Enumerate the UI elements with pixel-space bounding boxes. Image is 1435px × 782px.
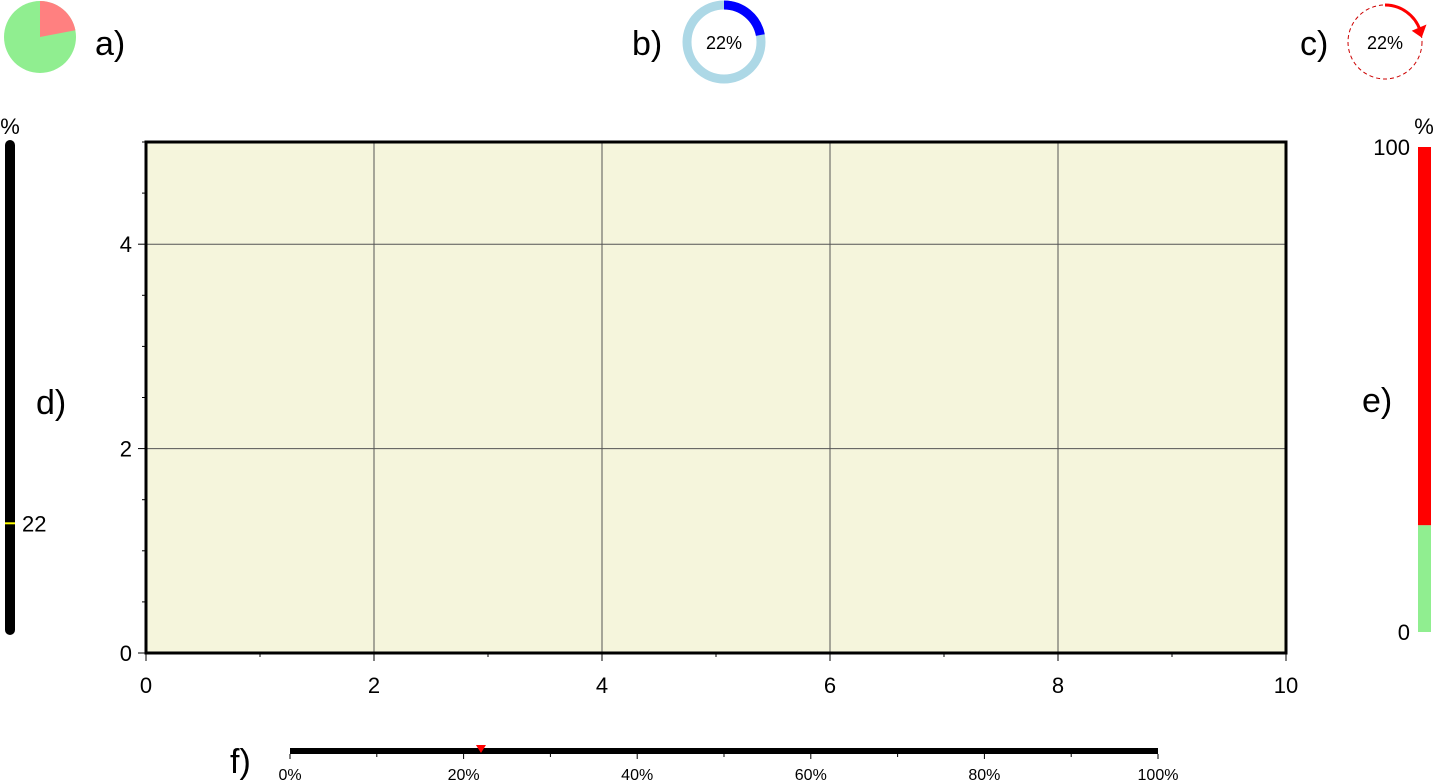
panel-d-unit: % (0, 114, 20, 139)
panel-e: % 100 0 e) (1362, 114, 1434, 645)
x-tick-label: 0 (140, 673, 152, 698)
bar-min-label: 0 (1398, 620, 1410, 645)
plot-frame (144, 140, 1288, 655)
y-axis: 0 2 4 (120, 141, 146, 666)
panel-b: b) 22% (632, 0, 766, 84)
plot-background (146, 142, 1286, 653)
horizontal-bar-ticks: 0% 20% 40% 60% 80% 100% (278, 754, 1178, 782)
bar-tick-label: 100% (1138, 767, 1179, 782)
bar-progress-segment (1418, 525, 1431, 632)
dashed-circle (1347, 4, 1423, 80)
progress-arrow-arc (1384, 3, 1422, 31)
bar-tick-label: 80% (968, 767, 1000, 782)
y-tick-label: 2 (120, 437, 132, 462)
panel-a-label: a) (95, 25, 125, 63)
x-tick-label: 2 (368, 673, 380, 698)
bar-tick-label: 40% (621, 767, 653, 782)
grid-lines (146, 142, 1286, 653)
panel-f-label: f) (230, 743, 251, 781)
panel-e-label: e) (1362, 382, 1392, 420)
panel-f: f) 0% 20% 40% 60% 80% 100% (230, 743, 1178, 782)
progress-marker-label: 22 (22, 511, 46, 536)
arrowhead-icon (1411, 24, 1427, 38)
main-chart: 0 2 4 6 8 10 0 2 4 (120, 140, 1298, 698)
circle-percent-text: 22% (1367, 33, 1403, 53)
panel-e-unit: % (1414, 114, 1434, 139)
panel-b-label: b) (632, 25, 662, 63)
x-axis: 0 2 4 6 8 10 (140, 653, 1298, 698)
bar-tick-label: 0% (278, 767, 301, 782)
x-tick-label: 4 (596, 673, 608, 698)
panel-a: a) (4, 1, 125, 73)
panel-c: c) 22% (1300, 3, 1427, 80)
x-tick-label: 8 (1052, 673, 1064, 698)
y-tick-label: 4 (120, 232, 132, 257)
x-tick-label: 6 (824, 673, 836, 698)
bar-tick-label: 20% (448, 767, 480, 782)
y-tick-label: 0 (120, 641, 132, 666)
triangle-marker-icon (475, 745, 486, 753)
x-tick-label: 10 (1274, 673, 1298, 698)
ring-progress-arc (723, 0, 765, 37)
bar-tick-label: 60% (795, 767, 827, 782)
ring-percent-text: 22% (706, 33, 742, 53)
panel-d-label: d) (36, 384, 66, 422)
panel-c-label: c) (1300, 25, 1328, 63)
bar-remaining-segment (1418, 147, 1431, 526)
panel-d: % 22 d) (0, 114, 66, 635)
pie-progress-slice (40, 1, 76, 37)
bar-max-label: 100 (1373, 135, 1410, 160)
